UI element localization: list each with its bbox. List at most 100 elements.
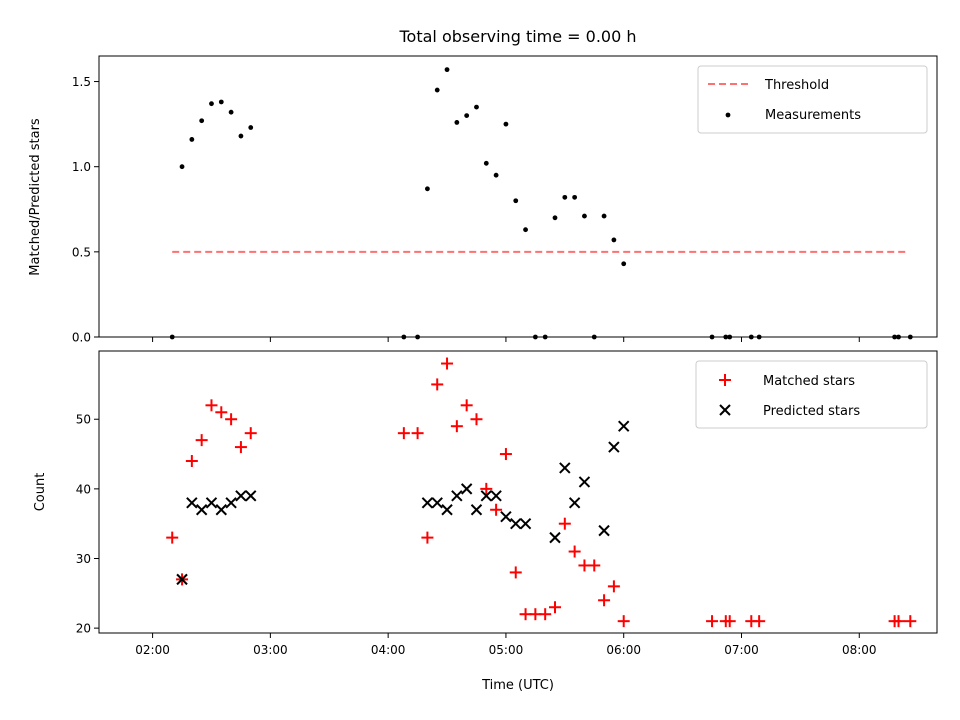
predicted-star-point <box>245 490 257 502</box>
matched-star-point <box>490 503 503 516</box>
matched-star-point <box>421 531 434 544</box>
matched-star-point <box>195 434 208 447</box>
predicted-star-point <box>490 490 502 502</box>
predicted-star-point <box>431 497 443 509</box>
measurement-point <box>179 164 185 170</box>
measurement-point <box>621 261 627 267</box>
matched-star-point <box>549 601 562 614</box>
predicted-star-point <box>215 504 228 516</box>
count-marks <box>166 357 917 628</box>
matched-star-point <box>706 615 719 628</box>
predicted-star-point <box>460 483 473 495</box>
measurements-legend-label: Measurements <box>765 108 861 123</box>
measurement-point <box>523 227 528 233</box>
measurement-point <box>483 160 489 166</box>
ratio-legend: Threshold Measurements <box>697 65 928 134</box>
threshold-legend-label: Threshold <box>764 78 829 93</box>
matched-legend-swatch <box>719 374 731 386</box>
matched-star-point <box>225 413 238 426</box>
matched-star-point <box>441 357 454 370</box>
matched-star-point <box>499 448 512 461</box>
matched-star-point <box>185 455 198 468</box>
matched-star-point <box>215 406 228 419</box>
count-y-tick-label: 20 <box>76 622 91 636</box>
time-x-tick-label: 04:00 <box>371 643 406 657</box>
matched-star-point <box>244 427 257 440</box>
matched-star-point <box>431 378 444 391</box>
measurement-point <box>582 213 587 219</box>
predicted-star-point <box>451 490 463 502</box>
measurement-point <box>444 67 450 73</box>
measurement-point <box>503 121 509 127</box>
predicted-legend-label: Predicted stars <box>763 404 860 419</box>
predicted-star-point <box>186 497 198 509</box>
predicted-star-point <box>225 497 237 509</box>
measurement-point <box>572 194 578 200</box>
measurement-point <box>248 125 254 130</box>
ratio-y-tick-label: 0.0 <box>72 331 91 345</box>
count-y-axis: 20 30 40 50 <box>76 413 99 636</box>
measurement-point <box>562 194 568 200</box>
matched-star-point <box>234 441 247 454</box>
matched-star-point <box>205 399 218 412</box>
predicted-star-point <box>195 504 208 516</box>
matched-star-point <box>617 615 630 628</box>
predicted-star-point <box>549 531 561 544</box>
predicted-star-point <box>500 511 512 523</box>
matched-star-point <box>607 580 620 593</box>
predicted-star-point <box>441 504 453 516</box>
matched-star-point <box>509 566 522 579</box>
matched-star-point <box>753 615 766 628</box>
matched-star-point <box>904 615 917 628</box>
matched-star-point <box>460 399 473 412</box>
ratio-y-axis: 0.0 0.5 1.0 1.5 <box>72 75 99 345</box>
count-axes-frame <box>98 350 938 634</box>
measurements-legend-swatch <box>725 112 731 118</box>
ratio-y-tick-label: 1.5 <box>72 75 91 89</box>
predicted-star-point <box>568 497 581 509</box>
measurement-point <box>209 101 214 107</box>
measurement-point <box>434 87 440 93</box>
measurement-point <box>493 172 499 178</box>
measurement-point <box>474 104 479 110</box>
time-x-tick-label: 05:00 <box>489 643 524 657</box>
time-axis-label: Time (UTC) <box>481 678 554 693</box>
ratio-legend-box <box>697 65 928 134</box>
predicted-star-point <box>421 497 434 509</box>
ratio-y-tick-label: 0.5 <box>72 245 91 259</box>
predicted-star-point <box>205 497 218 509</box>
count-y-axis-label: Count <box>33 473 48 512</box>
predicted-star-point <box>176 573 188 586</box>
matched-star-point <box>723 615 736 628</box>
time-x-tick-label: 07:00 <box>724 643 759 657</box>
count-legend: Matched stars Predicted stars <box>695 360 928 429</box>
matched-star-point <box>598 594 611 607</box>
ratio-x-ticks <box>152 337 860 342</box>
matched-star-point <box>397 427 410 440</box>
measurement-point <box>189 137 195 142</box>
predicted-star-point <box>617 420 630 432</box>
matched-star-point <box>892 615 905 628</box>
predicted-star-point <box>608 441 620 453</box>
matched-star-point <box>558 517 571 530</box>
matched-star-point <box>166 531 179 544</box>
time-x-tick-label: 03:00 <box>253 643 288 657</box>
matched-star-point <box>568 545 581 558</box>
measurement-point <box>218 99 224 105</box>
matched-star-point <box>588 559 601 572</box>
measurement-point <box>611 237 617 243</box>
count-y-tick-label: 30 <box>76 552 91 566</box>
predicted-star-point <box>559 462 571 474</box>
ratio-y-tick-label: 1.0 <box>72 160 91 174</box>
predicted-star-point <box>480 490 493 502</box>
measurement-point <box>425 186 430 192</box>
measurement-point <box>601 213 607 219</box>
predicted-legend-swatch <box>719 404 731 416</box>
time-x-tick-label: 08:00 <box>842 643 877 657</box>
count-y-tick-label: 40 <box>76 482 91 496</box>
matched-star-point <box>450 420 463 433</box>
measurement-point <box>454 120 460 125</box>
predicted-star-point <box>470 504 483 516</box>
